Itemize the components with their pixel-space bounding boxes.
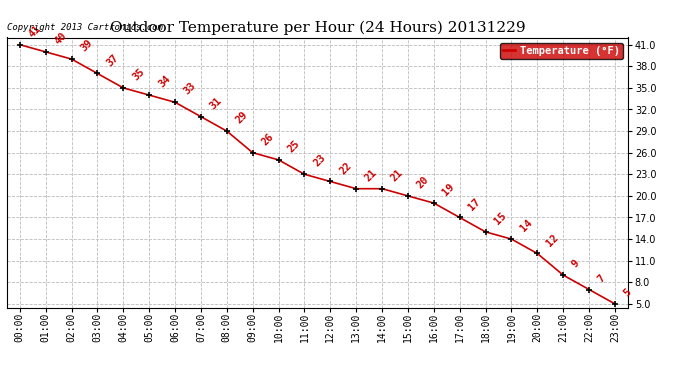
Text: 20: 20 xyxy=(415,174,431,190)
Text: 17: 17 xyxy=(466,196,482,212)
Text: 15: 15 xyxy=(493,210,509,226)
Text: Copyright 2013 Cartronics.com: Copyright 2013 Cartronics.com xyxy=(7,23,163,32)
Text: 22: 22 xyxy=(337,160,353,176)
Text: 21: 21 xyxy=(363,167,379,183)
Text: 35: 35 xyxy=(130,66,146,82)
Text: 12: 12 xyxy=(544,232,560,248)
Text: 34: 34 xyxy=(156,74,172,90)
Legend: Temperature (°F): Temperature (°F) xyxy=(500,43,622,59)
Text: 40: 40 xyxy=(52,30,68,46)
Text: 7: 7 xyxy=(596,273,607,284)
Text: 5: 5 xyxy=(622,287,633,298)
Text: 23: 23 xyxy=(311,153,327,169)
Text: 31: 31 xyxy=(208,95,224,111)
Text: 26: 26 xyxy=(259,131,275,147)
Text: 9: 9 xyxy=(570,258,582,270)
Text: 14: 14 xyxy=(518,217,534,234)
Title: Outdoor Temperature per Hour (24 Hours) 20131229: Outdoor Temperature per Hour (24 Hours) … xyxy=(110,21,525,35)
Text: 29: 29 xyxy=(234,110,250,126)
Text: 41: 41 xyxy=(27,23,43,39)
Text: 25: 25 xyxy=(286,138,302,154)
Text: 39: 39 xyxy=(79,38,95,54)
Text: 21: 21 xyxy=(389,167,405,183)
Text: 19: 19 xyxy=(441,182,457,198)
Text: 37: 37 xyxy=(104,52,120,68)
Text: 33: 33 xyxy=(182,81,198,97)
